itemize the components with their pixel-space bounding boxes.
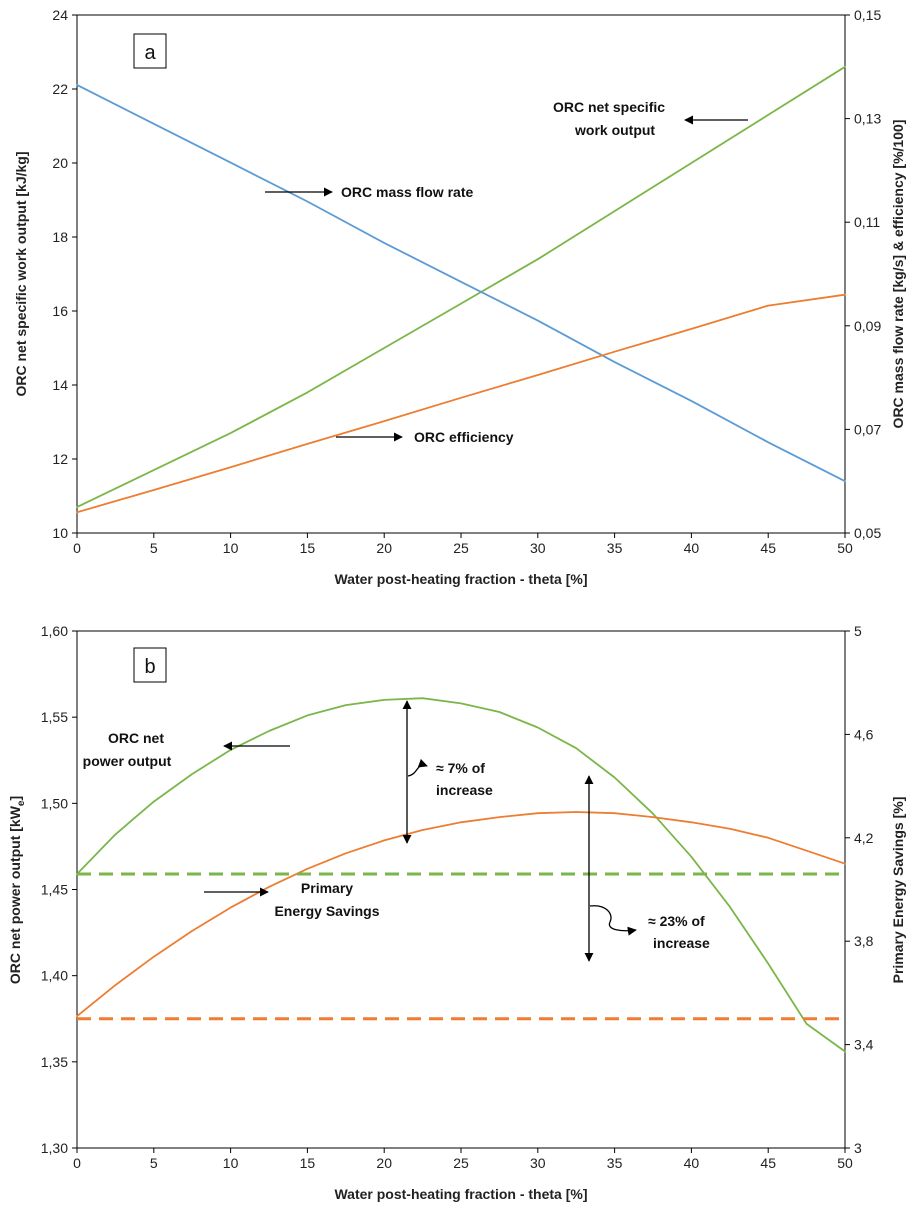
x-tick-label: 50 [837,540,853,556]
y2-tick-label: 3 [854,1140,862,1156]
y2-tick-label: 0,11 [854,214,880,230]
y-tick-label: 18 [52,229,68,245]
y-tick-label: 1,60 [41,623,68,639]
x-tick-label: 45 [760,1155,776,1171]
panel-b-x-axis-title: Water post-heating fraction - theta [%] [334,1186,587,1202]
y-tick-label: 1,55 [41,709,68,725]
y-tick-label: 16 [52,303,68,319]
panel-b-y-axis-right: 3 3,4 3,8 4,2 4,6 5 [845,623,874,1156]
y-tick-label: 14 [52,377,68,393]
panel-a-x-axis-title: Water post-heating fraction - theta [%] [334,571,587,587]
y-tick-label: 1,45 [41,882,68,898]
panel-a-label-box [133,33,167,69]
panel-a-y2-axis-title: ORC mass flow rate [kg/s] & efficiency [… [890,120,906,429]
y2-tick-label: 0,07 [854,421,881,437]
panel-a-y-axis-left: 10 12 14 16 18 20 22 24 [52,7,77,541]
panel-b-pes-increase-line2: increase [653,935,710,951]
panel-a-series [76,65,846,514]
panel-b: 0 5 10 15 20 25 30 35 40 45 50 1,301,351,401,451,5… [7,623,906,1202]
panel-b-power-brace [407,758,428,777]
x-tick-label: 5 [150,540,158,556]
y2-tick-label: 5 [854,623,862,639]
y-tick-label: 20 [52,155,68,171]
panel-b-pes-label-line1: Primary [301,880,353,896]
y2-tick-label: 0,05 [854,525,881,541]
y-tick-label: 1,35 [41,1054,68,1070]
panel-b-y-axis-title-main: ORC net power output [kW [7,805,23,984]
series-line-specific-work [76,65,846,509]
x-tick-label: 30 [530,540,546,556]
panel-b-pes-label-line2: Energy Savings [274,903,379,919]
series-line-power [76,697,846,1053]
x-tick-label: 50 [837,1155,853,1171]
x-tick-label: 20 [376,540,392,556]
panel-b-label: b [144,656,155,678]
series-line-mass-flow [76,84,846,483]
panel-b-x-axis: 0 5 10 15 20 25 30 35 40 45 50 [73,1148,853,1171]
y2-tick-label: 0,15 [854,7,881,23]
y2-tick-label: 3,4 [854,1037,874,1053]
panel-b-y2-axis-title: Primary Energy Savings [%] [890,797,906,984]
panel-a-plot-frame [76,14,846,534]
x-tick-label: 25 [453,540,469,556]
y2-tick-label: 3,8 [854,933,874,949]
y-tick-label: 1,30 [41,1140,68,1156]
y2-tick-label: 4,6 [854,726,874,742]
x-tick-label: 40 [684,1155,700,1171]
panel-a-x-axis: 0 5 10 15 20 25 30 35 40 45 50 [73,533,853,556]
panel-b-power-label-line2: power output [83,753,172,769]
panel-b-label-box [133,647,167,683]
x-tick-label: 30 [530,1155,546,1171]
series-line-efficiency [76,293,846,514]
x-tick-label: 35 [607,1155,623,1171]
panel-b-y-axis-title-close: ] [7,796,23,801]
x-tick-label: 15 [300,1155,316,1171]
y-tick-label: 10 [52,525,68,541]
panel-b-power-label-line1: ORC net [108,730,164,746]
y-tick-label: 1,40 [41,968,68,984]
panel-b-y-axis-left: 1,30 1,35 1,40 1,45 1,50 1,55 1,60 [41,623,77,1156]
panel-a-work-label-line1: ORC net specific [553,99,665,115]
panel-a-y-axis-right: 0,05 0,07 0,09 0,11 0,13 0,15 [845,7,881,541]
y2-tick-label: 0,13 [854,111,881,127]
panel-a: 0 5 10 15 20 25 30 35 40 45 50 10 12 14 16 18 20 22 24 0,… [13,7,906,587]
x-tick-label: 45 [760,540,776,556]
y-tick-label: 24 [52,7,68,23]
x-tick-label: 10 [223,540,239,556]
panel-b-pes-increase-line1: ≈ 23% of [648,913,705,929]
panel-a-label: a [144,42,156,64]
panel-b-pes-brace [589,905,637,936]
panel-b-y-axis-title-sub: e [16,800,27,806]
panel-b-y-axis-title: ORC net power output [kWe] [7,796,27,984]
x-tick-label: 10 [223,1155,239,1171]
x-tick-label: 15 [300,540,316,556]
panel-a-work-label-line2: work output [574,122,655,138]
x-tick-label: 0 [73,1155,81,1171]
panel-b-series [76,697,846,1053]
x-tick-label: 0 [73,540,81,556]
panel-a-efficiency-label: ORC efficiency [414,429,514,445]
panel-b-power-increase-line1: ≈ 7% of [436,760,485,776]
panel-b-power-increase-line2: increase [436,782,493,798]
x-tick-label: 40 [684,540,700,556]
x-tick-label: 20 [376,1155,392,1171]
x-tick-label: 35 [607,540,623,556]
series-line-pes [76,811,846,1018]
x-tick-label: 25 [453,1155,469,1171]
panel-a-mass-flow-label: ORC mass flow rate [341,184,473,200]
y2-tick-label: 4,2 [854,830,874,846]
y-tick-label: 22 [52,81,68,97]
y-tick-label: 1,50 [41,795,68,811]
y2-tick-label: 0,09 [854,318,881,334]
panel-b-plot-frame [76,630,846,1149]
y-tick-label: 12 [52,451,68,467]
x-tick-label: 5 [150,1155,158,1171]
panel-a-y-axis-title: ORC net specific work output [kJ/kg] [13,151,29,396]
